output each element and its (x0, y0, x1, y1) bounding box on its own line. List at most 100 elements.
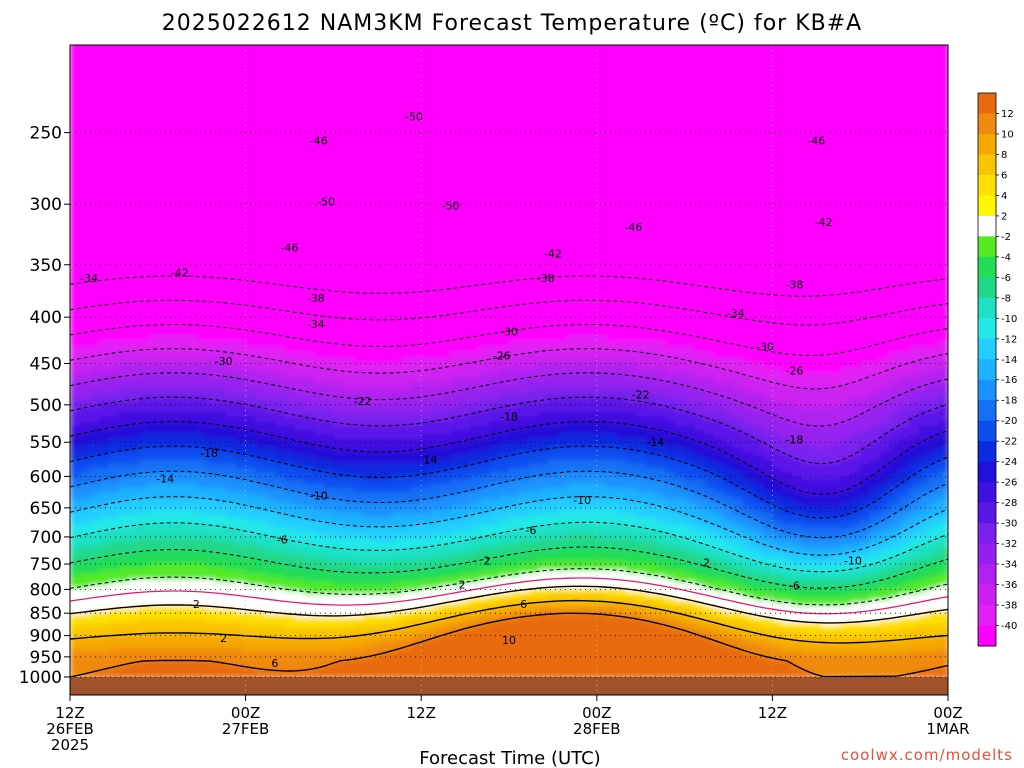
temperature-cell (324, 305, 335, 312)
temperature-cell (138, 329, 149, 336)
temperature-cell (333, 260, 344, 268)
temperature-cell (80, 185, 91, 194)
temperature-cell (177, 217, 188, 226)
temperature-cell (119, 103, 130, 114)
temperature-cell (265, 305, 276, 312)
temperature-cell (187, 305, 198, 312)
temperature-cell (343, 113, 354, 124)
temperature-cell (119, 317, 130, 324)
temperature-cell (187, 239, 198, 247)
temperature-cell (402, 267, 413, 275)
temperature-cell (158, 280, 169, 287)
temperature-cell (226, 239, 237, 247)
temperature-cell (168, 225, 179, 233)
temperature-cell (265, 246, 276, 254)
temperature-cell (90, 232, 101, 240)
temperature-cell (363, 293, 374, 300)
temperature-cell (216, 225, 227, 233)
temperature-cell (129, 253, 140, 261)
temperature-cell (168, 72, 179, 84)
temperature-cell (246, 317, 257, 324)
temperature-cell (80, 160, 91, 170)
temperature-cell (421, 274, 432, 282)
temperature-cell (119, 239, 130, 247)
temperature-cell (119, 37, 130, 50)
temperature-cell (246, 177, 257, 186)
temperature-cell (109, 113, 120, 124)
temperature-cell (402, 151, 413, 161)
temperature-cell (402, 253, 413, 261)
temperature-cell (226, 194, 237, 203)
temperature-cell (197, 93, 208, 104)
temperature-cell (294, 151, 305, 161)
temperature-cell (333, 142, 344, 152)
temperature-cell (226, 225, 237, 233)
temperature-cell (343, 93, 354, 104)
temperature-cell (177, 103, 188, 114)
temperature-cell (255, 133, 266, 143)
temperature-cell (236, 202, 247, 211)
temperature-cell (70, 151, 81, 161)
temperature-cell (148, 93, 159, 104)
temperature-cell (197, 123, 208, 134)
temperature-cell (382, 293, 393, 300)
temperature-cell (265, 151, 276, 161)
temperature-cell (324, 267, 335, 275)
temperature-cell (421, 37, 432, 50)
temperature-cell (246, 329, 257, 336)
temperature-cell (138, 217, 149, 226)
temperature-cell (246, 202, 257, 211)
temperature-cell (119, 93, 130, 104)
temperature-cell (138, 160, 149, 170)
temperature-cell (421, 260, 432, 268)
temperature-cell (129, 151, 140, 161)
temperature-cell (372, 246, 383, 254)
temperature-cell (265, 72, 276, 84)
temperature-cell (109, 253, 120, 261)
temperature-cell (382, 260, 393, 268)
temperature-cell (216, 142, 227, 152)
temperature-cell (285, 103, 296, 114)
temperature-cell (294, 209, 305, 218)
temperature-cell (158, 323, 169, 330)
temperature-cell (333, 37, 344, 50)
temperature-cell (294, 217, 305, 226)
temperature-cell (285, 317, 296, 324)
temperature-cell (363, 299, 374, 306)
temperature-cell (285, 217, 296, 226)
temperature-cell (343, 239, 354, 247)
temperature-cell (314, 113, 325, 124)
temperature-cell (99, 293, 110, 300)
temperature-cell (421, 323, 432, 330)
temperature-cell (255, 185, 266, 194)
temperature-cell (187, 311, 198, 318)
temperature-cell (148, 280, 159, 287)
temperature-cell (246, 160, 257, 170)
temperature-cell (275, 37, 286, 50)
temperature-cell (294, 49, 305, 61)
temperature-cell (294, 202, 305, 211)
temperature-cell (382, 142, 393, 152)
temperature-cell (265, 177, 276, 186)
temperature-cell (119, 232, 130, 240)
temperature-cell (265, 299, 276, 306)
temperature-cell (421, 93, 432, 104)
temperature-cell (90, 49, 101, 61)
temperature-cell (294, 103, 305, 114)
temperature-cell (158, 37, 169, 50)
temperature-cell (226, 299, 237, 306)
temperature-cell (353, 142, 364, 152)
temperature-cell (246, 239, 257, 247)
temperature-cell (363, 60, 374, 72)
temperature-cell (197, 260, 208, 268)
temperature-cell (304, 225, 315, 233)
temperature-cell (314, 37, 325, 50)
temperature-cell (421, 217, 432, 226)
temperature-cell (294, 123, 305, 134)
temperature-cell (226, 142, 237, 152)
temperature-cell (255, 49, 266, 61)
temperature-cell (158, 246, 169, 254)
temperature-cell (294, 260, 305, 268)
temperature-cell (275, 82, 286, 94)
temperature-cell (294, 267, 305, 275)
